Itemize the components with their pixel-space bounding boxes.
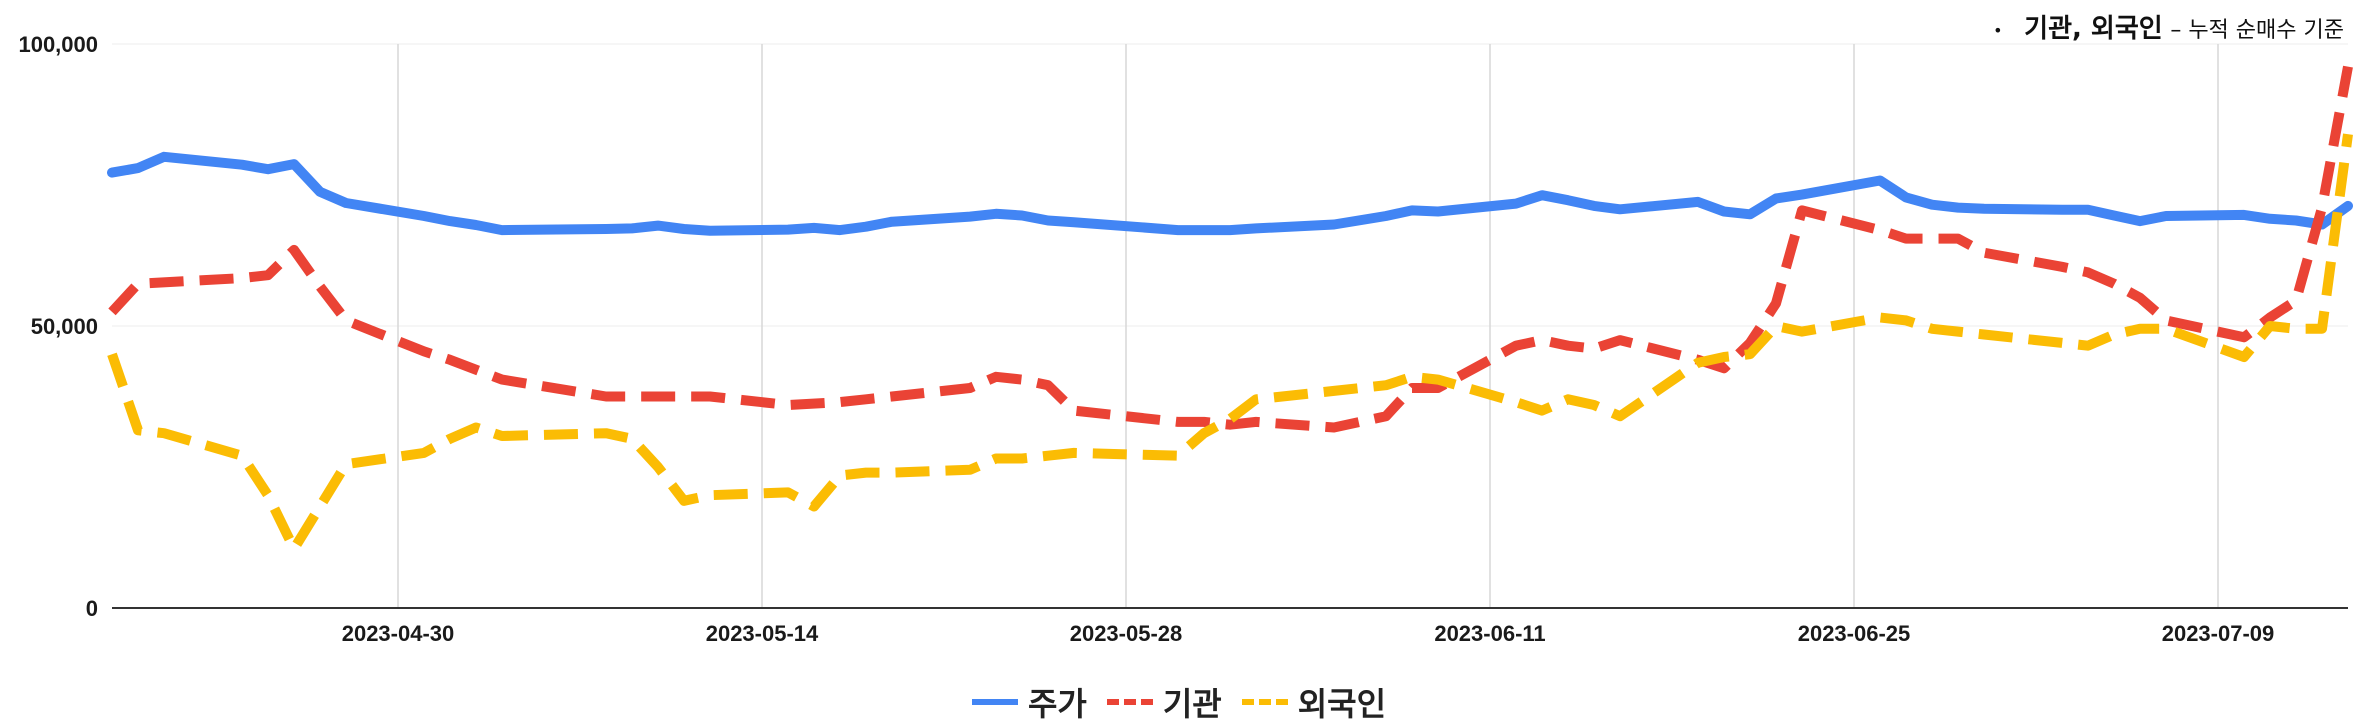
legend-label: 주가 bbox=[1027, 685, 1087, 723]
tick-labels: 0 50,000 100,000 2023-04-30 2023-05-14 2023-0… bbox=[18, 32, 2274, 646]
legend-swatch bbox=[1241, 699, 1288, 705]
chart-legend: 주가 기관 외국인 bbox=[0, 675, 2358, 725]
x-tick-label: 2023-07-09 bbox=[2162, 621, 2275, 646]
legend-item: 기관 bbox=[1106, 679, 1222, 725]
x-tick-label: 2023-06-25 bbox=[1798, 621, 1911, 646]
y-tick-label: 50,000 bbox=[31, 314, 98, 339]
series-lines bbox=[107, 65, 2353, 554]
grid-lines bbox=[112, 43, 2348, 608]
series-line-2 bbox=[108, 65, 2353, 433]
y-tick-label: 0 bbox=[86, 596, 98, 621]
y-tick-label: 100,000 bbox=[18, 32, 98, 57]
series-line-1 bbox=[107, 151, 2353, 236]
x-tick-label: 2023-05-14 bbox=[706, 621, 819, 646]
note-main-text: 기관, 외국인 bbox=[2024, 14, 2163, 44]
series-line-3 bbox=[107, 133, 2353, 554]
legend-item: 주가 bbox=[971, 679, 1087, 725]
note-sub-text: – 누적 순매수 기준 bbox=[2170, 18, 2344, 43]
legend-item: 외국인 bbox=[1241, 679, 1387, 725]
x-tick-label: 2023-05-28 bbox=[1070, 621, 1183, 646]
x-tick-label: 2023-06-11 bbox=[1434, 621, 1545, 646]
legend-swatch bbox=[1106, 699, 1153, 705]
chart-note: • 기관, 외국인 – 누적 순매수 기준 bbox=[1993, 8, 2344, 45]
legend-label: 외국인 bbox=[1297, 685, 1387, 723]
note-bullet: • bbox=[1993, 20, 2003, 40]
legend-label: 기관 bbox=[1162, 685, 1222, 723]
x-tick-label: 2023-04-30 bbox=[342, 621, 455, 646]
legend-swatch bbox=[971, 699, 1018, 705]
